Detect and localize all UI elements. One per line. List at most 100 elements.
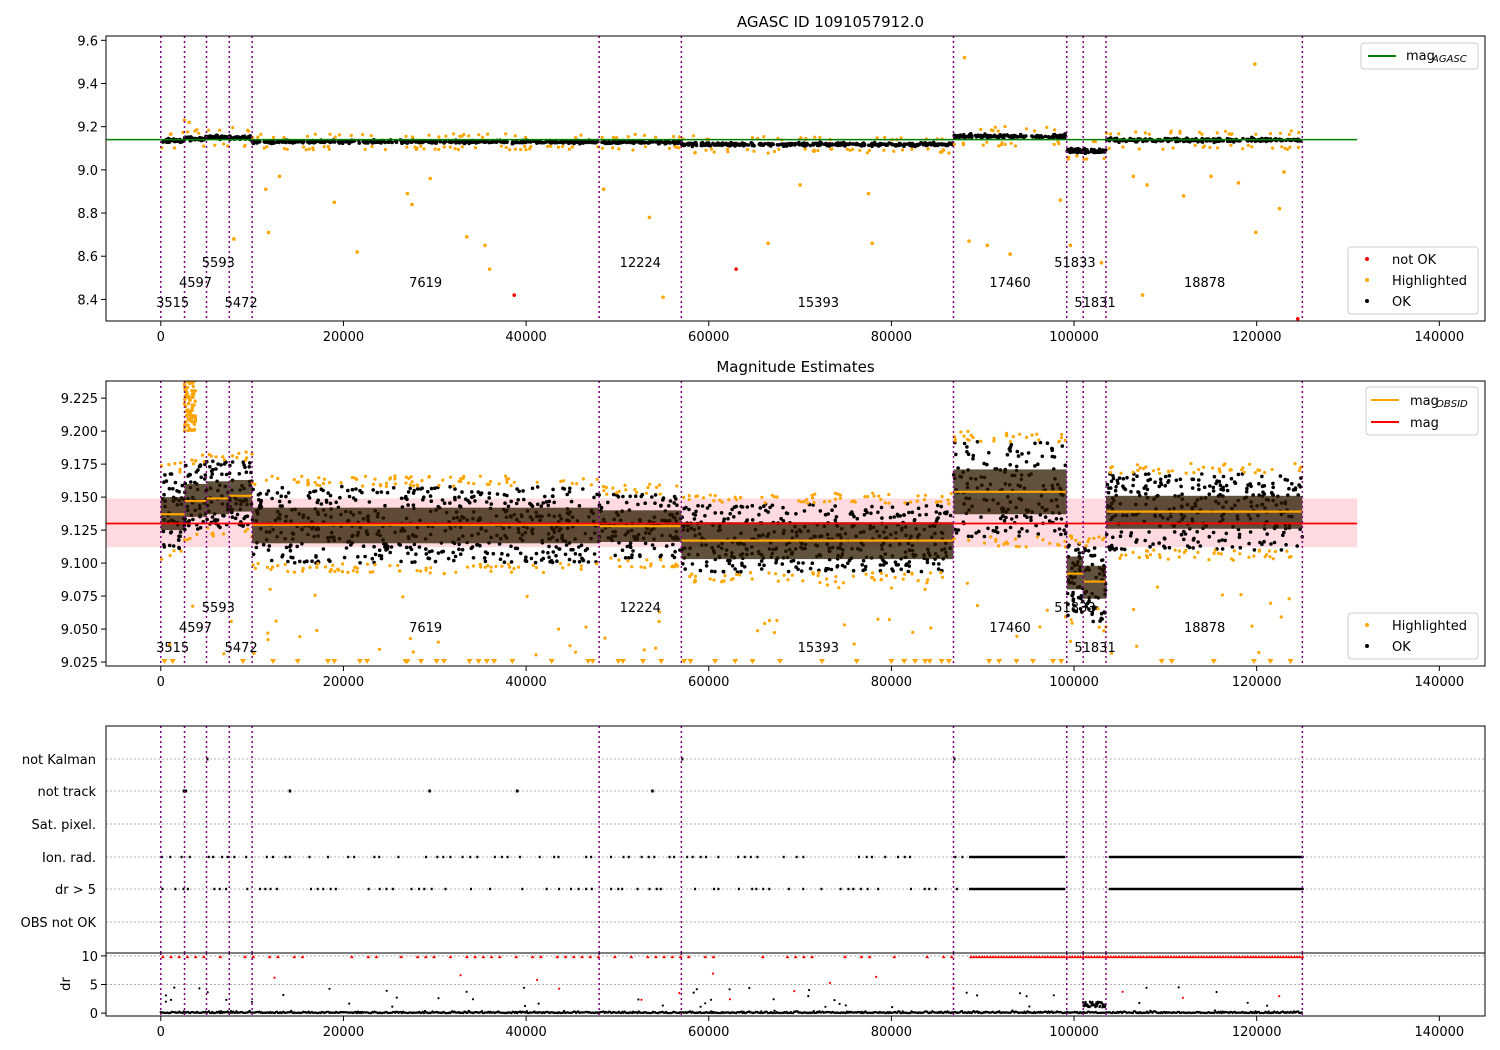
ok-point — [368, 139, 373, 144]
ok-point — [733, 567, 737, 571]
highlighted-point — [589, 483, 594, 487]
ok-point — [573, 552, 578, 556]
highlighted-point — [184, 369, 187, 372]
ok-point — [251, 552, 256, 557]
obsid-label: 4597 — [179, 276, 212, 291]
highlighted-point — [250, 452, 254, 456]
flag-point — [1163, 887, 1166, 891]
highlighted-point — [1052, 142, 1056, 146]
highlighted-point — [910, 572, 914, 576]
ok-point — [840, 563, 845, 568]
highlighted-point — [1056, 140, 1060, 144]
top-ytick-label: 9.2 — [77, 121, 98, 136]
flag-point — [1290, 855, 1293, 859]
ok-point — [696, 503, 700, 508]
flag-point — [1051, 855, 1054, 859]
highlighted-point — [756, 629, 760, 633]
ok-point — [1014, 514, 1019, 519]
highlighted-point — [513, 147, 518, 151]
clipped-marker — [912, 659, 919, 664]
ok-point — [515, 487, 519, 491]
highlighted-point — [975, 603, 980, 608]
flag-point — [1225, 855, 1227, 859]
ok-point — [569, 499, 574, 504]
flag-point — [981, 855, 984, 859]
flag-point — [1284, 855, 1286, 859]
ok-point — [956, 466, 960, 470]
flag-point — [866, 887, 869, 891]
flag-point — [617, 887, 620, 891]
highlighted-point — [197, 131, 201, 135]
flag-point — [1159, 855, 1162, 859]
highlighted-point — [472, 482, 476, 486]
flag-point — [1151, 887, 1154, 891]
highlighted-point — [556, 627, 561, 631]
flag-point — [264, 887, 267, 891]
highlighted-point — [601, 187, 606, 192]
ok-point — [1106, 490, 1111, 495]
highlighted-point — [1135, 463, 1140, 467]
ok-point — [453, 495, 457, 500]
ok-point — [1196, 540, 1200, 544]
flag-point — [1111, 887, 1114, 891]
highlighted-point — [772, 149, 777, 154]
ok-point — [334, 500, 339, 505]
highlighted-point — [355, 250, 359, 254]
flag-point — [1192, 855, 1195, 859]
ok-point — [1033, 464, 1037, 468]
highlighted-point — [368, 570, 372, 574]
flag-point — [1232, 855, 1234, 859]
ok-point — [1002, 134, 1006, 139]
ok-point — [663, 141, 668, 146]
ok-point — [592, 552, 597, 556]
clipped-marker — [776, 659, 783, 664]
highlighted-point — [508, 148, 512, 152]
highlighted-point — [373, 563, 377, 567]
flag-point — [1269, 855, 1271, 859]
ok-point — [902, 143, 907, 147]
clipped-marker — [1287, 659, 1294, 664]
flag-point — [1058, 887, 1060, 891]
ok-point — [879, 505, 884, 510]
highlighted-point — [222, 142, 226, 146]
flag-point — [1063, 855, 1066, 859]
ok-point — [694, 509, 698, 514]
highlighted-point — [947, 151, 951, 155]
ok-point — [785, 511, 790, 516]
ok-point — [698, 568, 703, 573]
ok-point — [861, 558, 866, 563]
ok-point — [1017, 530, 1022, 534]
ok-point — [521, 140, 525, 144]
legend-label: Highlighted — [1392, 619, 1467, 634]
highlighted-point — [221, 455, 225, 459]
ok-point — [1163, 474, 1168, 479]
flag-point — [1258, 855, 1260, 859]
ok-point — [781, 505, 785, 510]
highlighted-point — [1145, 554, 1149, 558]
clipped-marker — [161, 659, 168, 664]
flag-point — [1118, 887, 1121, 891]
highlighted-point — [370, 144, 374, 148]
flag-point — [590, 887, 593, 891]
flag-point — [1275, 855, 1278, 859]
highlighted-point — [617, 558, 621, 562]
flag-point — [928, 887, 931, 891]
ok-point — [554, 545, 558, 549]
highlighted-point — [1216, 146, 1220, 150]
ok-point — [187, 523, 191, 528]
highlighted-point — [834, 575, 838, 579]
highlighted-point — [1271, 557, 1275, 561]
ok-point — [760, 142, 765, 147]
ok-point — [1052, 455, 1057, 459]
highlighted-point — [798, 183, 802, 187]
ok-point — [1118, 534, 1123, 538]
highlighted-point — [467, 134, 471, 138]
highlighted-point — [735, 572, 739, 577]
flag-point — [1110, 887, 1112, 891]
highlighted-point — [884, 573, 889, 578]
ok-point — [885, 142, 889, 147]
ok-point — [957, 134, 962, 139]
ok-point — [547, 499, 552, 504]
obsid-label: 5593 — [202, 601, 235, 616]
highlighted-point — [647, 215, 652, 220]
